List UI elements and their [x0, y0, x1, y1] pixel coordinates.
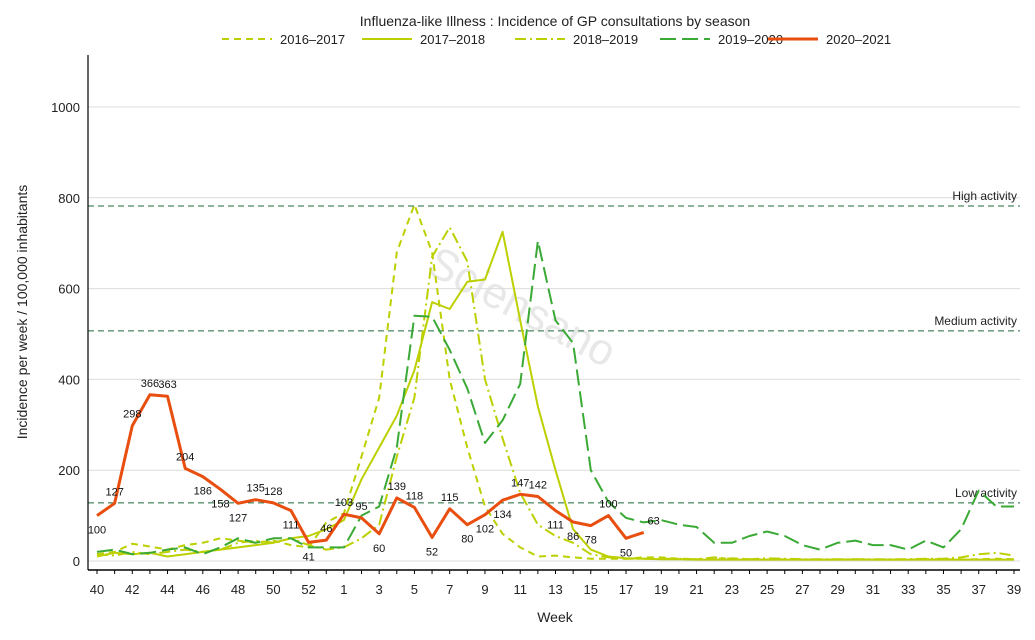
- x-tick-label: 50: [266, 582, 280, 597]
- legend-label: 2019–2020: [718, 32, 783, 47]
- gridlines: [88, 106, 1020, 562]
- data-label: 186: [194, 486, 212, 498]
- x-tick-label: 25: [760, 582, 774, 597]
- x-tick-label: 23: [725, 582, 739, 597]
- legend-label: 2017–2018: [420, 32, 485, 47]
- data-label: 142: [529, 480, 547, 492]
- x-tick-label: 17: [619, 582, 633, 597]
- threshold-label: Medium activity: [934, 314, 1017, 328]
- data-label: 127: [229, 512, 247, 524]
- data-label: 86: [567, 531, 579, 543]
- data-label: 52: [426, 546, 438, 558]
- data-label: 139: [388, 481, 406, 493]
- legend-label: 2016–2017: [280, 32, 345, 47]
- x-tick-label: 48: [231, 582, 245, 597]
- data-label: 50: [620, 547, 632, 559]
- x-tick-label: 29: [830, 582, 844, 597]
- chart-title: Influenza-like Illness : Incidence of GP…: [360, 13, 750, 29]
- y-tick-label: 600: [58, 282, 80, 297]
- data-label: 128: [264, 486, 282, 498]
- data-label: 158: [211, 498, 229, 510]
- x-tick-label: 21: [689, 582, 703, 597]
- data-label: 134: [493, 509, 511, 521]
- data-label: 63: [648, 515, 660, 527]
- x-tick-label: 15: [584, 582, 598, 597]
- x-tick-label: 42: [125, 582, 139, 597]
- data-label: 78: [585, 535, 597, 547]
- data-label: 366: [141, 378, 159, 390]
- x-tick-label: 5: [411, 582, 418, 597]
- x-tick-label: 27: [795, 582, 809, 597]
- data-label: 46: [320, 523, 332, 535]
- y-tick-label: 800: [58, 191, 80, 206]
- threshold-label: High activity: [952, 189, 1017, 203]
- x-tick-label: 13: [548, 582, 562, 597]
- data-label: 363: [158, 379, 176, 391]
- x-tick-label: 44: [160, 582, 174, 597]
- threshold-label: Low activity: [955, 486, 1017, 500]
- y-tick-label: 1000: [51, 100, 80, 115]
- data-label: 100: [599, 499, 617, 511]
- data-label: 135: [247, 483, 265, 495]
- x-tick-label: 37: [971, 582, 985, 597]
- x-tick-label: 19: [654, 582, 668, 597]
- y-tick-label: 0: [73, 554, 80, 569]
- series-lines: [96, 203, 1015, 561]
- x-tick-label: 39: [1007, 582, 1021, 597]
- data-label: 60: [373, 543, 385, 555]
- legend-label: 2020–2021: [826, 32, 891, 47]
- x-tick-label: 31: [866, 582, 880, 597]
- x-tick-label: 3: [376, 582, 383, 597]
- x-tick-label: 46: [196, 582, 210, 597]
- data-label: 100: [88, 525, 106, 537]
- data-label: 80: [461, 534, 473, 546]
- data-label: 111: [547, 520, 564, 532]
- legend: 2016–2017 2017–2018 2018–2019 2019–2020 2020…: [222, 32, 891, 47]
- series-line-2020–2021: [96, 393, 645, 544]
- y-tick-label: 200: [58, 463, 80, 478]
- data-label: 147: [511, 477, 529, 489]
- data-label: 103: [335, 497, 353, 509]
- series-line-2016–2017: [96, 203, 1015, 561]
- y-tick-label: 400: [58, 372, 80, 387]
- data-label: 102: [476, 524, 494, 536]
- x-tick-label: 33: [901, 582, 915, 597]
- data-label: 95: [355, 501, 367, 513]
- x-tick-label: 40: [90, 582, 104, 597]
- data-label: 41: [302, 551, 314, 563]
- x-tick-label: 7: [446, 582, 453, 597]
- data-label: 204: [176, 451, 194, 463]
- data-label: 111: [283, 520, 300, 532]
- y-axis-title: Incidence per week / 100,000 inhabitants: [14, 185, 30, 440]
- x-tick-label: 52: [301, 582, 315, 597]
- legend-label: 2018–2019: [573, 32, 638, 47]
- x-tick-label: 35: [936, 582, 950, 597]
- x-axis-title: Week: [537, 609, 574, 625]
- series-line-2019–2020: [96, 239, 1014, 556]
- x-tick-label: 9: [481, 582, 488, 597]
- data-label: 118: [406, 490, 424, 502]
- x-tick-label: 11: [513, 582, 527, 597]
- data-label: 115: [441, 492, 459, 504]
- data-label: 298: [123, 409, 141, 421]
- x-tick-label: 1: [340, 582, 347, 597]
- data-label: 127: [105, 486, 123, 498]
